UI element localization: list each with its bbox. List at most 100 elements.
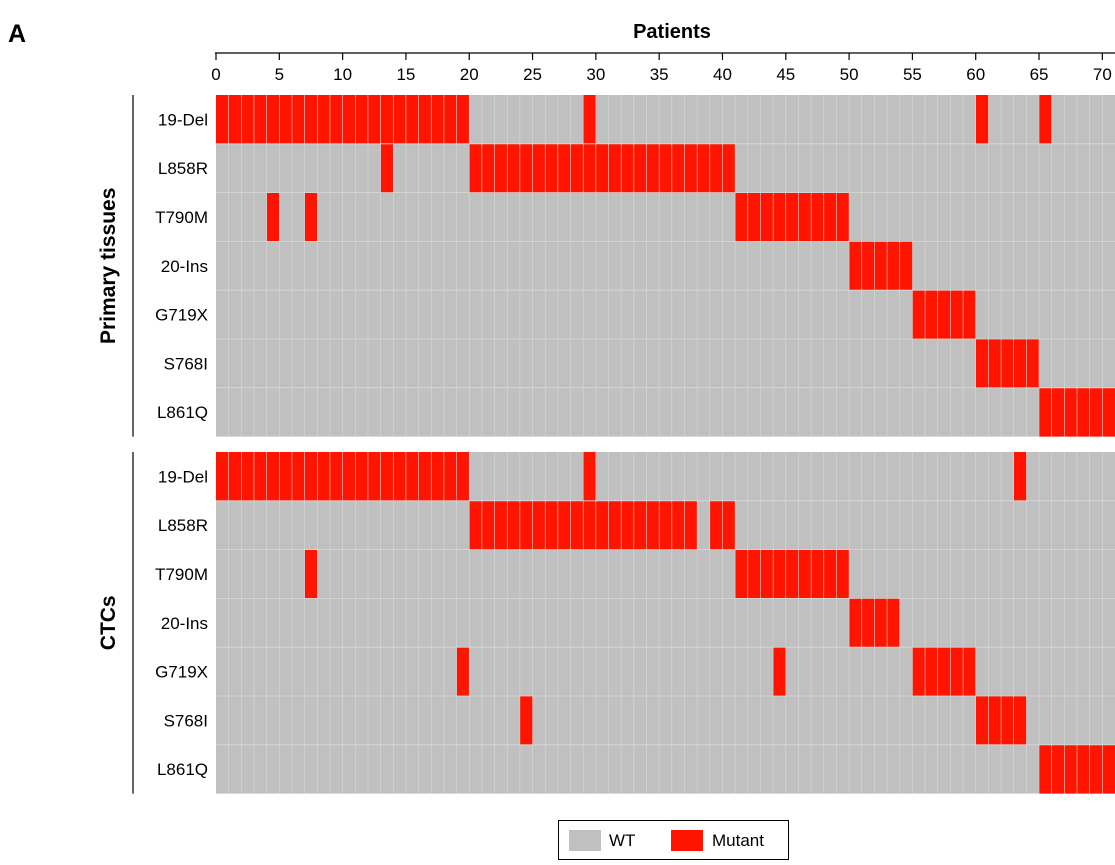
mutant-cell (1039, 387, 1052, 437)
mutant-cell (241, 95, 255, 144)
mutant-cell (773, 192, 787, 242)
legend: WT Mutant (558, 820, 789, 860)
mutant-cell (367, 95, 381, 144)
mutant-cell (823, 192, 837, 242)
mutant-cell (304, 549, 318, 599)
mutant-cell (887, 598, 901, 648)
mutant-cell (709, 500, 723, 550)
mutant-cell (836, 192, 850, 242)
mutant-cell (595, 143, 609, 193)
mutant-cell (355, 95, 369, 144)
mutant-cell (684, 143, 698, 193)
mutant-cell (481, 143, 495, 193)
row-label: L858R (158, 516, 208, 535)
mutant-cell (216, 452, 229, 501)
row-label: S768I (164, 354, 208, 373)
mutant-cell (291, 452, 305, 501)
mutant-cell (380, 143, 394, 193)
mutant-cell (570, 143, 584, 193)
mutant-cell (963, 647, 977, 696)
mutant-cell (760, 192, 774, 242)
x-tick-label-65: 65 (1030, 65, 1049, 84)
mutant-cell (329, 95, 343, 144)
mutant-cell (621, 500, 635, 550)
mutant-cell (963, 290, 977, 339)
mutant-cell (456, 452, 470, 501)
mutant-cell (304, 192, 318, 242)
mutant-cell (279, 95, 293, 144)
row-label: L861Q (157, 403, 208, 422)
legend-mutant-swatch (671, 830, 703, 851)
mutant-cell (1064, 744, 1078, 794)
mutant-cell (1013, 339, 1027, 388)
mutant-cell (912, 647, 926, 696)
mutant-cell (760, 549, 774, 599)
mutant-cell (773, 549, 787, 599)
mutant-cell (405, 95, 419, 144)
mutant-cell (633, 143, 647, 193)
mutant-cell (469, 500, 483, 550)
row-label: S768I (164, 711, 208, 730)
mutant-cell (633, 500, 647, 550)
mutant-cell (874, 241, 888, 291)
mutant-cell (1039, 95, 1052, 144)
mutant-cell (380, 452, 394, 501)
mutant-cell (304, 95, 318, 144)
mutant-cell (583, 143, 597, 193)
mutant-cell (671, 500, 685, 550)
row-label: 20-Ins (161, 257, 208, 276)
mutant-cell (684, 500, 698, 550)
mutant-cell (545, 500, 559, 550)
mutant-cell (456, 95, 470, 144)
mutant-cell (279, 452, 293, 501)
mutant-cell (659, 143, 673, 193)
mutant-cell (519, 143, 533, 193)
mutant-cell (950, 290, 964, 339)
mutant-cell (494, 500, 508, 550)
mutant-cell (1051, 387, 1065, 437)
x-tick-label-5: 5 (275, 65, 284, 84)
mutant-cell (975, 696, 989, 745)
mutant-cell (1001, 339, 1015, 388)
mutant-cell (253, 95, 267, 144)
mutant-cell (557, 500, 571, 550)
mutant-cell (443, 95, 457, 144)
mutant-cell (899, 241, 913, 291)
mutant-cell (811, 192, 825, 242)
mutant-cell (380, 95, 394, 144)
mutant-cell (241, 452, 255, 501)
mutant-cell (671, 143, 685, 193)
mutant-cell (228, 95, 242, 144)
mutant-cell (646, 500, 660, 550)
x-tick-label-40: 40 (713, 65, 732, 84)
row-label: L858R (158, 159, 208, 178)
legend-wt-swatch (569, 830, 601, 851)
mutant-cell (304, 452, 318, 501)
mutant-cell (722, 143, 736, 193)
x-tick-label-35: 35 (650, 65, 669, 84)
mutant-cell (342, 95, 356, 144)
mutant-cell (823, 549, 837, 599)
mutant-cell (266, 452, 280, 501)
mutant-cell (621, 143, 635, 193)
mutant-cell (266, 95, 280, 144)
mutant-cell (507, 143, 521, 193)
mutant-cell (1013, 452, 1027, 501)
x-tick-label-20: 20 (460, 65, 479, 84)
mutant-cell (747, 549, 761, 599)
mutant-cell (329, 452, 343, 501)
mutant-cell (950, 647, 964, 696)
x-tick-label-45: 45 (776, 65, 795, 84)
mutant-cell (836, 549, 850, 599)
mutant-cell (1026, 339, 1040, 388)
mutant-cell (735, 549, 749, 599)
mutant-cell (216, 95, 229, 144)
mutant-cell (583, 500, 597, 550)
mutant-cell (659, 500, 673, 550)
x-tick-label-15: 15 (396, 65, 415, 84)
mutant-cell (1077, 744, 1090, 794)
mutant-cell (1102, 744, 1115, 794)
mutant-cell (418, 452, 432, 501)
mutant-cell (367, 452, 381, 501)
mutant-cell (431, 452, 445, 501)
